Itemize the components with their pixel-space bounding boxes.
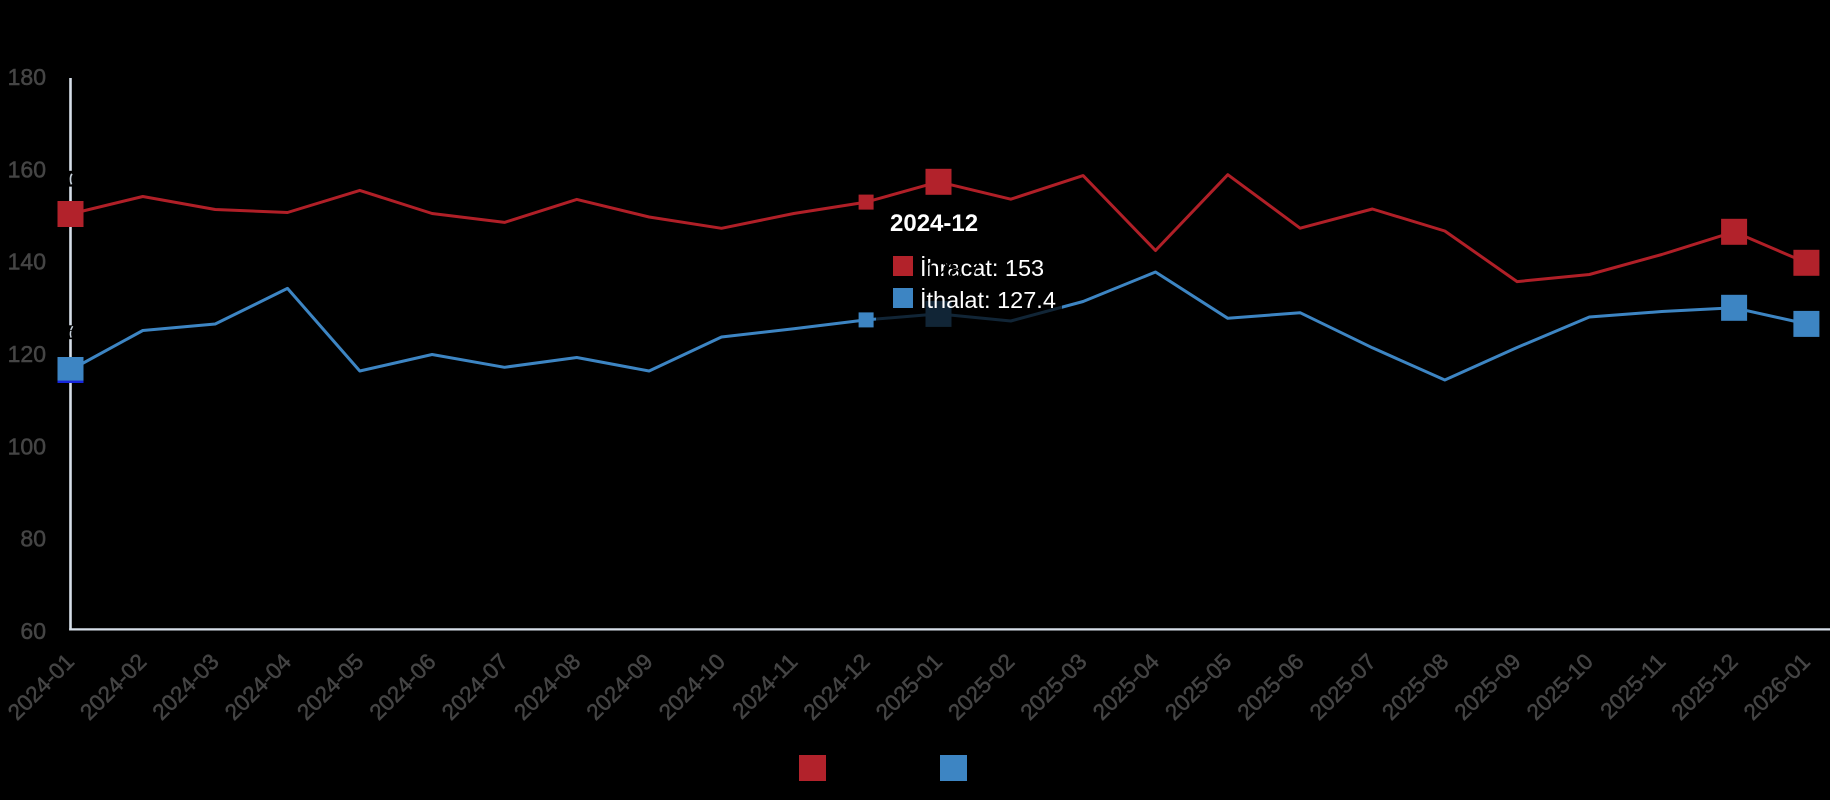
svg-text:128.7: 128.7 [924, 258, 980, 283]
svg-text:160: 160 [8, 156, 46, 182]
svg-text:İhracat: 153: İhracat: 153 [920, 255, 1044, 281]
svg-text:2024-12: 2024-12 [890, 210, 978, 237]
svg-text:80: 80 [20, 526, 46, 552]
svg-text:60: 60 [20, 618, 46, 644]
svg-text:120: 120 [8, 341, 46, 367]
svg-text:100: 100 [8, 433, 46, 459]
svg-text:180: 180 [8, 64, 46, 90]
svg-text:140: 140 [8, 249, 46, 275]
svg-text:İthalat: 127.4: İthalat: 127.4 [920, 287, 1056, 313]
